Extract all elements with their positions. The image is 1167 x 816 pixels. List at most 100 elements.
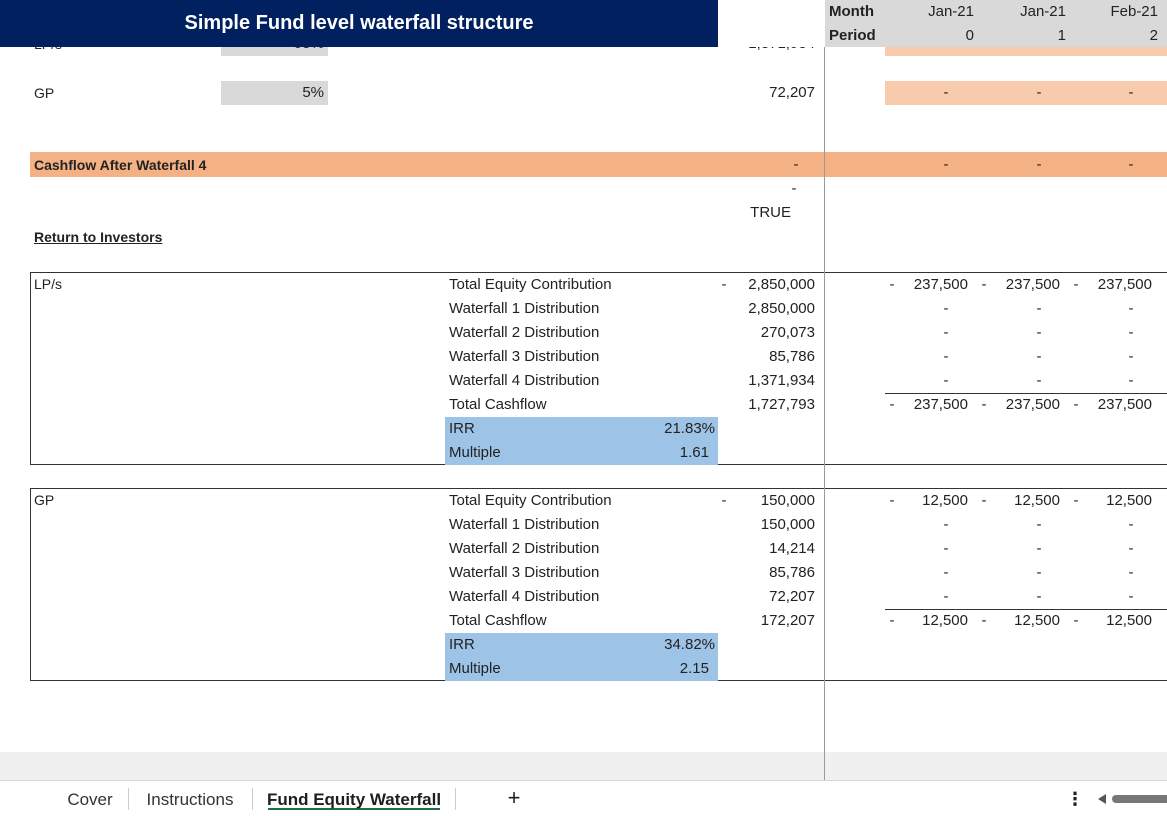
lead-dash: - — [1073, 276, 1079, 293]
ratio-value: 34.82% — [664, 636, 715, 653]
sheet-tab[interactable]: Fund Equity Waterfall — [266, 790, 442, 809]
period-value: - — [1128, 84, 1134, 101]
ratio-value: 21.83% — [664, 420, 715, 437]
lead-dash: - — [981, 276, 987, 293]
period-value: - — [943, 588, 949, 605]
period-value: - — [943, 84, 949, 101]
lead-dash: - — [721, 492, 727, 509]
period-value: - — [1036, 348, 1042, 365]
period-value: - — [943, 324, 949, 341]
period-value: 237,500 — [913, 276, 968, 293]
share-cell — [221, 81, 328, 105]
lead-dash: - — [1073, 396, 1079, 413]
period-value: 12,500 — [922, 492, 968, 509]
lead-dash: - — [889, 612, 895, 629]
ratio-value: 2.15 — [679, 660, 709, 677]
lead-dash: - — [981, 396, 987, 413]
check-dash: - — [791, 180, 797, 197]
check-flag: TRUE — [750, 204, 791, 221]
total-value: 72,207 — [769, 588, 815, 605]
lead-dash: - — [981, 612, 987, 629]
period-cell: 1 — [1057, 27, 1066, 44]
lead-dash: - — [981, 492, 987, 509]
total-value: 72,207 — [769, 84, 815, 101]
period-value: - — [943, 300, 949, 317]
scroll-arrow[interactable] — [1098, 794, 1106, 804]
bottom-band — [0, 752, 1167, 780]
tab-separator — [128, 788, 129, 810]
more-icon[interactable]: ⋮ — [1066, 789, 1084, 809]
period-value: - — [943, 372, 949, 389]
grid-divider — [824, 0, 825, 780]
total-value: 14,214 — [769, 540, 815, 557]
ratio-label: IRR — [449, 636, 475, 653]
period-cell: 2 — [1149, 27, 1158, 44]
row-label: Cashflow After Waterfall 4 — [34, 157, 207, 173]
row-label: Total Equity Contribution — [449, 276, 612, 293]
row-label: Waterfall 4 Distribution — [449, 588, 600, 605]
period-value: 237,500 — [1097, 396, 1152, 413]
period-value: 12,500 — [1106, 492, 1152, 509]
period-value: 237,500 — [1005, 276, 1060, 293]
period-value: - — [1128, 156, 1134, 173]
period-value: - — [1128, 300, 1134, 317]
row-label: GP — [34, 85, 55, 101]
row-label: Waterfall 1 Distribution — [449, 300, 600, 317]
investor-name: GP — [34, 492, 55, 508]
total-value: 150,000 — [760, 516, 815, 533]
period-value: - — [1128, 324, 1134, 341]
total-value: 1,371,934 — [748, 372, 815, 389]
row-label: Waterfall 4 Distribution — [449, 372, 600, 389]
lead-dash: - — [721, 276, 727, 293]
period-value: - — [1036, 84, 1042, 101]
total-value: 85,786 — [769, 348, 815, 365]
total-value: 85,786 — [769, 564, 815, 581]
section-title: Return to Investors — [34, 229, 163, 245]
period-value: - — [1036, 516, 1042, 533]
tab-separator — [252, 788, 253, 810]
row-label: Waterfall 3 Distribution — [449, 348, 600, 365]
period-cell: 0 — [965, 27, 974, 44]
add-sheet[interactable]: + — [507, 785, 521, 810]
row-label: Waterfall 3 Distribution — [449, 564, 600, 581]
total-value: 270,073 — [760, 324, 815, 341]
period-value: - — [1036, 156, 1042, 173]
sheet-title: Simple Fund level waterfall structure — [184, 12, 534, 34]
period-value: 237,500 — [1005, 396, 1060, 413]
month-cell: Jan-21 — [1020, 3, 1066, 20]
period-value: - — [1128, 540, 1134, 557]
lead-dash: - — [1073, 492, 1079, 509]
period-header — [825, 0, 1167, 47]
row-label: Waterfall 2 Distribution — [449, 540, 600, 557]
period-value: - — [1128, 516, 1134, 533]
row-label: Total Equity Contribution — [449, 492, 612, 509]
ratio-value: 1.61 — [679, 444, 709, 461]
ratio-fill — [445, 417, 718, 465]
period-value: - — [943, 156, 949, 173]
row-label: Total Cashflow — [449, 612, 547, 629]
period-value: - — [943, 564, 949, 581]
active-tab-underline — [268, 808, 440, 810]
total-value: 172,207 — [760, 612, 815, 629]
total-value: 2,850,000 — [748, 300, 815, 317]
period-value: - — [1036, 540, 1042, 557]
total-value: 1,727,793 — [748, 396, 815, 413]
total-value: 150,000 — [760, 492, 815, 509]
ratio-label: Multiple — [449, 444, 501, 461]
total-rule — [885, 393, 1167, 394]
total-value: 2,850,000 — [748, 276, 815, 293]
row-label: Waterfall 1 Distribution — [449, 516, 600, 533]
period-value: - — [1128, 588, 1134, 605]
scrollbar-thumb[interactable] — [1112, 795, 1167, 803]
period-value: 12,500 — [922, 612, 968, 629]
sheet-tab[interactable]: Instructions — [146, 790, 234, 809]
row-label: Waterfall 2 Distribution — [449, 324, 600, 341]
period-label: Period — [829, 27, 876, 44]
ratio-label: Multiple — [449, 660, 501, 677]
period-value: - — [943, 540, 949, 557]
period-value: - — [1036, 588, 1042, 605]
period-value: - — [1128, 348, 1134, 365]
period-value: - — [1036, 300, 1042, 317]
sheet-tab[interactable]: Cover — [67, 790, 113, 809]
month-cell: Feb-21 — [1110, 3, 1158, 20]
